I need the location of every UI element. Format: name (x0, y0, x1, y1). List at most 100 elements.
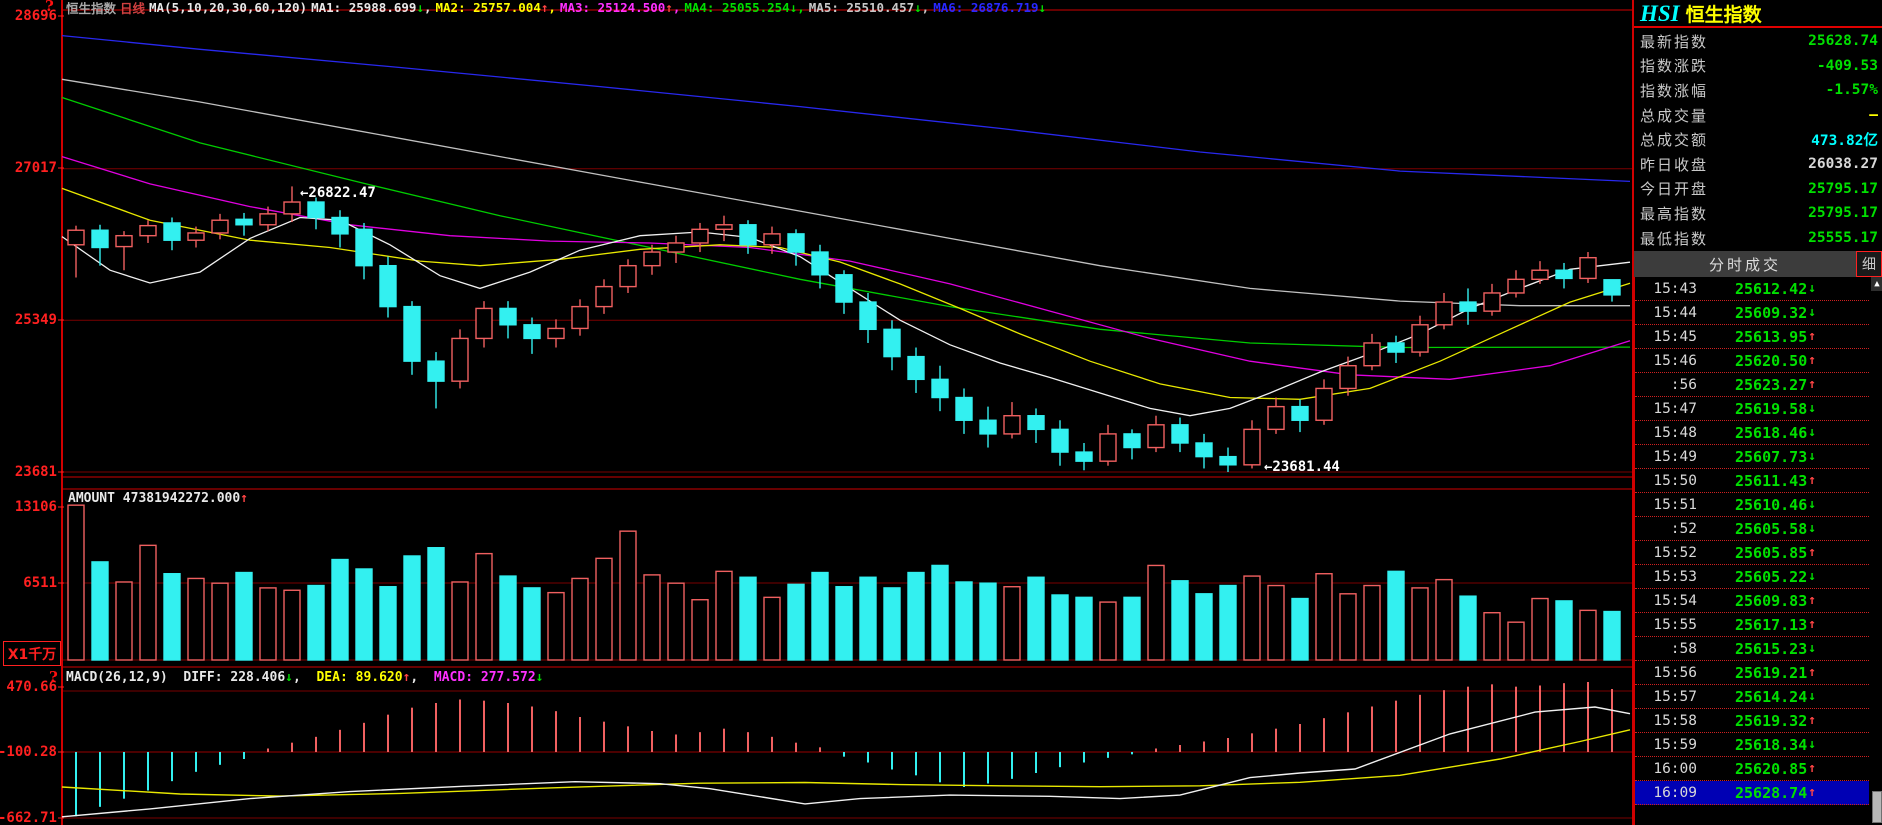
tape-time: 15:58 (1653, 712, 1697, 729)
tape-row[interactable]: 16:09 25628.74 ↑ (1635, 781, 1869, 805)
low-annotation: ←23681.44 (1264, 459, 1340, 475)
ma2-yellow-line (61, 187, 1631, 400)
tape-time: 15:52 (1653, 544, 1697, 561)
tape-price: 25620.50 (1735, 351, 1808, 370)
high-annotation: ←26822.47 (300, 185, 376, 201)
tape-time: :58 (1670, 640, 1697, 657)
tape-row[interactable]: 15:51 25610.46 ↓ (1635, 493, 1869, 517)
tape-row[interactable]: 15:48 25618.46 ↓ (1635, 421, 1869, 445)
tape-price: 25628.74 (1735, 783, 1808, 802)
help-icon[interactable]: ? (45, 0, 54, 15)
up-arrow-icon: ↑ (1808, 713, 1817, 728)
tape-row[interactable]: 15:52 25605.85 ↑ (1635, 541, 1869, 565)
down-arrow-icon: ↓ (1808, 449, 1817, 464)
tape-row[interactable]: :56 25623.27 ↑ (1635, 373, 1869, 397)
tape-time: 16:00 (1653, 760, 1697, 777)
macd-readout: MACD(26,12,9) DIFF: 228.406↓, DEA: 89.62… (66, 670, 544, 685)
tape-row[interactable]: 15:45 25613.95 ↑ (1635, 325, 1869, 349)
up-arrow-icon: ↑ (1808, 473, 1817, 488)
tape-time: 15:44 (1653, 304, 1697, 321)
tape-row[interactable]: 15:44 25609.32 ↓ (1635, 301, 1869, 325)
quote-label: 总成交额 (1640, 131, 1709, 150)
candlestick-chart-canvas[interactable]: 28696 27017 25349 23681 13106 6511 470.66 -100.… (0, 0, 1632, 825)
period-label[interactable]: 日线 (120, 0, 146, 16)
tape-time: 15:43 (1653, 280, 1697, 297)
tape-row[interactable]: 15:47 25619.58 ↓ (1635, 397, 1869, 421)
amount-readout: AMOUNT 47381942272.000↑ (68, 491, 249, 506)
detail-button[interactable]: 细 (1856, 251, 1882, 277)
tape-row[interactable]: 15:46 25620.50 ↑ (1635, 349, 1869, 373)
tape-time: 15:47 (1653, 400, 1697, 417)
tape-row[interactable]: 15:54 25609.83 ↑ (1635, 589, 1869, 613)
tape-price: 25607.73 (1735, 447, 1808, 466)
tape-row[interactable]: 15:57 25614.24 ↓ (1635, 685, 1869, 709)
tape-price: 25605.58 (1735, 519, 1808, 538)
tape-time: 15:55 (1653, 616, 1697, 633)
tape-title: 分时成交 (1708, 255, 1781, 274)
tape-price: 25609.32 (1735, 303, 1808, 322)
tape-row[interactable]: 15:56 25619.21 ↑ (1635, 661, 1869, 685)
quote-value: 26038.27 (1808, 156, 1878, 173)
quote-value: -1.57% (1825, 82, 1878, 99)
up-arrow-icon: ↑ (1808, 617, 1817, 632)
down-arrow-icon: ↓ (1808, 737, 1817, 752)
volume-layer (67, 504, 1621, 661)
tape-row[interactable]: :58 25615.23 ↓ (1635, 637, 1869, 661)
svg-text:28696: 28696 (15, 8, 57, 24)
tape-scrollbar[interactable]: ▲ (1870, 277, 1882, 825)
symbol: HSI (1640, 1, 1680, 26)
index-name-label: 恒生指数 (66, 0, 117, 16)
quote-label: 最高指数 (1640, 204, 1709, 223)
up-arrow-icon: ↑ (1808, 329, 1817, 344)
up-arrow-icon: ↑ (1808, 593, 1817, 608)
quote-label: 总成交量 (1640, 106, 1709, 125)
scroll-up-arrow[interactable]: ▲ (1871, 277, 1882, 291)
dea-line (61, 729, 1631, 797)
down-arrow-icon: ↓ (1808, 521, 1817, 536)
quote-row: 总成交量 — (1634, 103, 1882, 128)
svg-text:27017: 27017 (15, 160, 57, 176)
instrument-title: HSI 恒生指数 (1640, 0, 1762, 26)
tape-row[interactable]: 15:59 25618.34 ↓ (1635, 733, 1869, 757)
quote-label: 指数涨跌 (1640, 57, 1709, 76)
time-sales-list[interactable]: 15:43 25612.42 ↓ 15:44 25609.32 ↓ 15:45 25613.9… (1634, 277, 1869, 825)
down-arrow-icon: ↓ (1808, 305, 1817, 320)
tape-price: 25619.21 (1735, 663, 1808, 682)
candlestick-layer (67, 186, 1621, 472)
quote-value: 25795.17 (1808, 205, 1878, 222)
tape-time: 15:46 (1653, 352, 1697, 369)
tape-time: 15:57 (1653, 688, 1697, 705)
tape-price: 25620.85 (1735, 759, 1808, 778)
ma-group-label: MA(5,10,20,30,60,120) (149, 0, 308, 15)
axis-labels: 28696 27017 25349 23681 13106 6511 470.66 -100.… (0, 8, 64, 825)
macd-down-arrow: ↓ (535, 670, 544, 685)
ma2-value: MA2: 25757.004↑, (435, 0, 556, 15)
macd-help-icon[interactable]: ? (49, 668, 58, 686)
quote-rows: 最新指数 25628.74 指数涨跌 -409.53 指数涨幅 -1.57% 总成交量 — 总成… (1634, 29, 1882, 250)
tape-row[interactable]: 15:58 25619.32 ↑ (1635, 709, 1869, 733)
quote-label: 最新指数 (1640, 32, 1709, 51)
amount-up-arrow: ↑ (240, 491, 249, 506)
tape-row[interactable]: 16:00 25620.85 ↑ (1635, 757, 1869, 781)
tape-row[interactable]: 15:49 25607.73 ↓ (1635, 445, 1869, 469)
tape-row[interactable]: :52 25605.58 ↓ (1635, 517, 1869, 541)
tape-time: 15:53 (1653, 568, 1697, 585)
tape-price: 25605.85 (1735, 543, 1808, 562)
tape-row[interactable]: 15:55 25617.13 ↑ (1635, 613, 1869, 637)
svg-text:-100.28: -100.28 (0, 744, 57, 760)
quote-row: 最高指数 25795.17 (1634, 201, 1882, 226)
tape-row[interactable]: 15:53 25605.22 ↓ (1635, 565, 1869, 589)
ma6-value: MA6: 26876.719↓ (933, 0, 1047, 15)
quote-value: 25555.17 (1808, 230, 1878, 247)
tape-row[interactable]: 15:50 25611.43 ↑ (1635, 469, 1869, 493)
tape-time: 15:48 (1653, 424, 1697, 441)
scrollbar-thumb[interactable] (1872, 791, 1882, 823)
tape-price: 25605.22 (1735, 567, 1808, 586)
annotation-layer: ←26822.47 ←23681.44 (300, 185, 1340, 475)
tape-header-bar: 分时成交 细 (1634, 251, 1882, 277)
tape-row[interactable]: 15:43 25612.42 ↓ (1635, 277, 1869, 301)
chart-area[interactable]: 28696 27017 25349 23681 13106 6511 470.66 -100.… (0, 0, 1632, 825)
ma6-blue-line (61, 34, 1631, 183)
svg-text:-662.71: -662.71 (0, 810, 57, 825)
